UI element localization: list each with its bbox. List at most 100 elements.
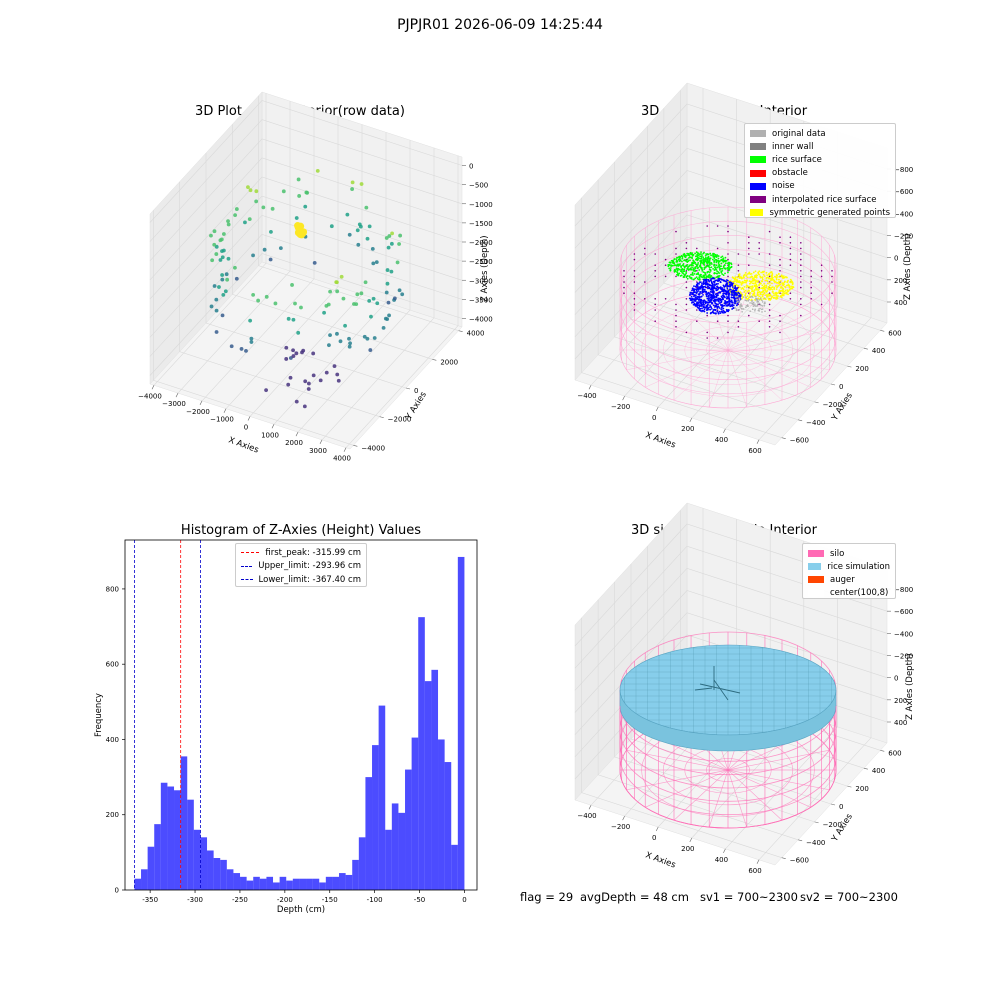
rice-surface-point xyxy=(720,271,723,274)
symmetric-point xyxy=(782,289,784,292)
interpolated-point xyxy=(633,281,636,283)
rice-surface-point xyxy=(705,266,707,268)
symmetric-point xyxy=(751,285,754,288)
interpolated-point xyxy=(706,225,708,227)
interpolated-point xyxy=(768,303,771,306)
symmetric-point xyxy=(751,290,753,293)
symmetric-point xyxy=(765,279,768,282)
symmetric-point xyxy=(733,277,736,280)
noise-point xyxy=(722,294,725,297)
rice-surface-point xyxy=(703,268,706,271)
rice-surface-point xyxy=(697,266,699,269)
symmetric-point xyxy=(771,272,774,275)
interpolated-point xyxy=(685,286,688,289)
symmetric-point xyxy=(766,274,769,276)
interpolated-point xyxy=(685,281,688,283)
classify-points xyxy=(623,225,833,339)
rice-surface-point xyxy=(704,272,707,274)
interpolated-point xyxy=(789,298,792,300)
grid-line xyxy=(149,119,463,242)
legend-label: silo xyxy=(830,548,845,559)
symmetric-point xyxy=(778,282,780,285)
rice-surface-point xyxy=(683,259,685,262)
simulation-legend: silo rice simulation auger center(100,8) xyxy=(802,543,896,599)
data-point xyxy=(386,300,391,305)
interpolated-point xyxy=(675,275,677,278)
interpolated-point xyxy=(800,258,802,261)
interpolated-point xyxy=(789,292,792,295)
noise-point xyxy=(719,302,721,304)
raw-zlabel: Z Axies (Depth) xyxy=(480,235,490,302)
rice-surface-point xyxy=(679,263,681,265)
rice-surface-point xyxy=(697,273,700,276)
interpolated-point xyxy=(727,258,729,261)
grid-line xyxy=(149,195,463,319)
symmetric-point xyxy=(784,285,786,288)
symmetric-point xyxy=(784,289,787,292)
y-tick xyxy=(863,767,868,770)
interpolated-point xyxy=(758,320,760,323)
data-point xyxy=(244,349,248,353)
data-point xyxy=(324,370,329,375)
symmetric-point xyxy=(738,277,741,279)
data-point xyxy=(248,318,253,323)
raw-3d-plot: −4000−3000−2000−100001000200030004000−40… xyxy=(138,91,493,463)
rice-surface-point xyxy=(668,263,670,266)
data-point xyxy=(251,292,256,297)
symmetric-point xyxy=(771,286,774,288)
interpolated-point xyxy=(768,264,771,267)
rice-surface-point xyxy=(722,261,725,263)
data-point xyxy=(397,242,401,246)
interpolated-point xyxy=(737,326,740,328)
y-tick-label: 200 xyxy=(855,785,868,793)
data-point xyxy=(233,265,237,270)
data-point xyxy=(365,336,370,341)
symmetric-point xyxy=(760,291,763,294)
x-tick-label: −1000 xyxy=(210,416,234,424)
rice-surface-point xyxy=(680,265,682,268)
interpolated-point xyxy=(675,247,677,250)
symmetric-point xyxy=(756,274,759,277)
rice-surface-point xyxy=(681,255,684,258)
rice-surface-point xyxy=(720,256,723,259)
noise-point xyxy=(725,280,728,283)
interpolated-point xyxy=(685,242,688,244)
data-point xyxy=(251,253,255,258)
grid-line xyxy=(297,140,411,433)
data-point xyxy=(364,205,369,210)
silo-floor-spoke xyxy=(645,349,729,388)
symmetric-point xyxy=(750,272,753,275)
symmetric-point xyxy=(743,290,746,293)
data-point xyxy=(288,375,293,380)
interpolated-point xyxy=(779,242,781,244)
interpolated-point xyxy=(675,309,677,311)
rice-surface-point xyxy=(688,268,691,271)
rice-surface-point xyxy=(690,263,693,266)
classify-silo-wireframe xyxy=(619,206,837,409)
symmetric-point xyxy=(780,275,783,278)
grid-line xyxy=(624,99,737,397)
symmetric-point xyxy=(749,292,752,294)
data-point xyxy=(389,269,394,274)
noise-point xyxy=(722,284,725,287)
rice-surface-point xyxy=(715,272,718,275)
interpolated-point xyxy=(623,281,625,283)
symmetric-point xyxy=(777,284,780,287)
symmetric-point xyxy=(763,287,766,290)
rice-surface-point xyxy=(683,255,686,258)
rice-surface-point xyxy=(681,272,684,274)
symmetric-point xyxy=(754,282,757,285)
data-point xyxy=(284,357,289,361)
raw-points xyxy=(209,168,405,409)
symmetric-point xyxy=(754,270,757,273)
data-point xyxy=(294,399,299,404)
symmetric-point xyxy=(753,285,756,287)
data-point xyxy=(345,212,350,217)
symmetric-point xyxy=(753,289,756,291)
symmetric-point xyxy=(790,287,793,290)
symmetric-point xyxy=(768,298,770,301)
rice-surface-point xyxy=(686,264,689,266)
symmetric-point xyxy=(764,288,767,291)
data-point xyxy=(256,298,261,303)
data-point xyxy=(370,246,375,251)
